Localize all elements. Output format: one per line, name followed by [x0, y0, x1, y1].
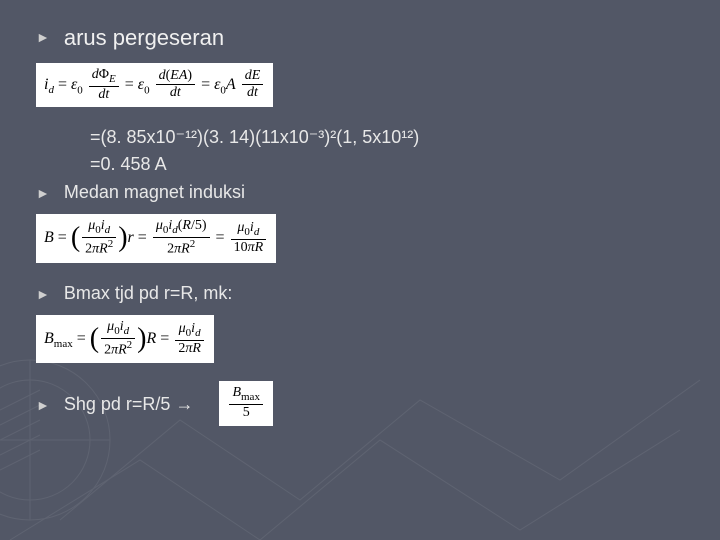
bullet-icon: ► — [36, 281, 50, 305]
equation-4: Bmax5 — [219, 381, 273, 426]
bullet-row-3: ► Bmax tjd pd r=R, mk: — [36, 281, 684, 305]
bullet-3-text: Bmax tjd pd r=R, mk: — [64, 281, 233, 305]
calc-line-1: =(8. 85x10⁻¹²)(3. 14)(11x10⁻³)²(1, 5x10¹… — [90, 127, 419, 147]
bullet-row-4: ► Shg pd r=R/5 → Bmax5 — [36, 381, 684, 426]
bullet-icon: ► — [36, 392, 50, 416]
equation-2: B = (μ0id2πR2)r = μ0id(R/5)2πR2 = μ0id10… — [36, 214, 684, 262]
bullet-4-prefix: Shg pd r=R/5 — [64, 394, 176, 414]
bullet-icon: ► — [36, 24, 50, 48]
arrow-icon: → — [175, 394, 193, 414]
bullet-1-title: arus pergeseran — [64, 24, 224, 53]
equation-1: id = ε0 dΦEdt = ε0 d(EA)dt = ε0A dEdt — [36, 63, 684, 108]
bullet-4-text: Shg pd r=R/5 → — [64, 392, 194, 416]
bullet-2-text: Medan magnet induksi — [64, 180, 245, 204]
bullet-row-1: ► arus pergeseran — [36, 24, 684, 53]
bullet-row-2: ► Medan magnet induksi — [36, 180, 684, 204]
equation-3: Bmax = (μ0id2πR2)R = μ0id2πR — [36, 315, 684, 363]
calc-line-2: =0. 458 A — [90, 154, 167, 174]
bullet-icon: ► — [36, 180, 50, 204]
